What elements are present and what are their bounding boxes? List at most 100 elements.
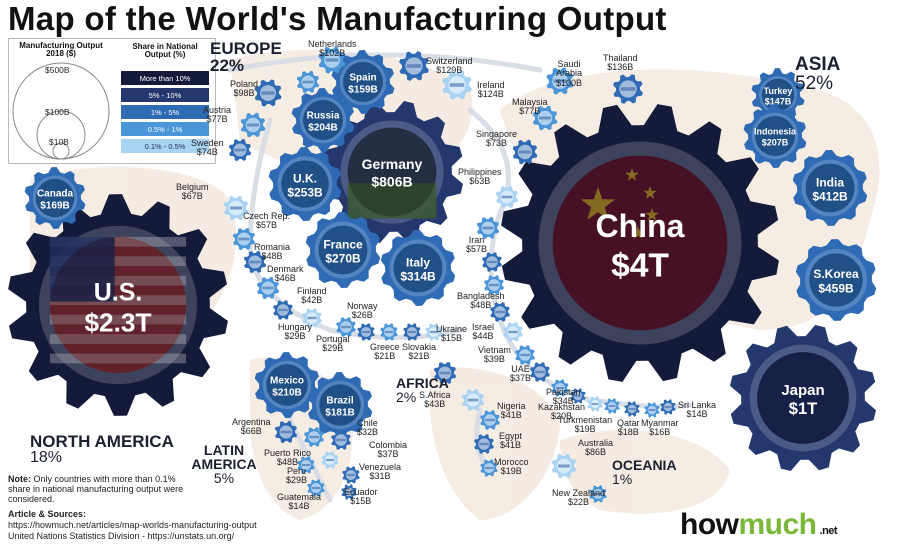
country-name: Turkmenistan <box>558 415 613 425</box>
country-name: Singapore <box>476 129 518 139</box>
country-name: Myanmar <box>641 418 679 428</box>
gear-country-name: Germany <box>362 156 423 172</box>
flag-stripe <box>49 256 187 267</box>
country-label-greece: Greece $21B <box>370 342 400 362</box>
country-value: $32B <box>357 427 379 438</box>
page-title: Map of the World's Manufacturing Output <box>8 0 667 37</box>
legend-swatch-3: 1% - 5% <box>121 105 209 119</box>
country-label-ukraine: Ukraine $15B <box>436 324 467 344</box>
region-name: OCEANIA <box>612 457 677 473</box>
country-label-ireland: Ireland $124B <box>477 80 505 100</box>
country-label-ecuador: Ecuador $15B <box>344 487 378 507</box>
country-name: Norway <box>347 301 378 311</box>
small-flag-gear <box>530 362 550 382</box>
flag-band <box>234 148 246 152</box>
country-label-switzerland: Switzerland $129B <box>426 56 473 76</box>
flag-star-icon <box>645 208 659 221</box>
flag-band <box>249 260 261 264</box>
country-name: Colombia <box>369 440 408 450</box>
flag-band <box>484 466 494 470</box>
flag-face <box>755 116 795 156</box>
flag-shade <box>809 253 863 307</box>
gear-country-name: Turkey <box>764 86 793 96</box>
flag-band <box>489 283 499 287</box>
country-label-sri-lanka: Sri Lanka $14B <box>678 400 717 420</box>
small-flag-gear <box>433 361 457 385</box>
country-label-belgium: Belgium $67B <box>176 182 209 202</box>
country-label-argentina: Argentina $66B <box>232 417 271 437</box>
country-label-colombia: Colombia $37B <box>369 440 408 460</box>
gear-country-value: $270B <box>325 252 361 266</box>
country-name: Egypt <box>499 431 523 441</box>
legend-swatch-5: 0.1% - 0.5% <box>121 139 209 153</box>
gear-country-name: Indonesia <box>754 127 797 137</box>
region-pct: 18% <box>30 449 63 466</box>
country-label-singapore: Singapore $73B <box>476 129 518 149</box>
country-label-philippines: Philippines $63B <box>458 167 502 187</box>
small-flag-gear <box>587 396 603 412</box>
source-link-1[interactable]: https://howmuch.net/articles/map-worlds-… <box>8 520 257 530</box>
flag-face <box>761 78 795 112</box>
gear-country-name: Mexico <box>270 376 304 387</box>
country-value: $74B <box>196 147 218 158</box>
flag-band <box>593 492 603 496</box>
country-label-s-africa: S.Africa $43B <box>419 390 451 410</box>
flag-band <box>311 486 321 490</box>
gear-india: India$412B <box>792 150 868 226</box>
region-north-america: NORTH AMERICA 18% <box>30 433 174 466</box>
country-name: Peru <box>287 466 307 476</box>
legend-circle-10b <box>52 142 70 160</box>
gear-country-value: $204B <box>308 123 337 134</box>
small-flag-gear <box>546 67 574 95</box>
gear-mexico: Mexico$210B <box>254 352 320 418</box>
country-name: Finland <box>297 286 327 296</box>
flag-band <box>574 395 582 397</box>
country-name: Qatar <box>617 418 640 428</box>
country-label-turkmenistan: Turkmenistan $19B <box>558 415 613 435</box>
flag-shade <box>755 116 795 156</box>
flag-band <box>341 325 351 329</box>
flag-band <box>520 353 530 357</box>
country-value: $100B <box>555 77 583 88</box>
country-name: Thailand <box>603 53 638 63</box>
gear-indonesia: Indonesia$207B <box>743 104 807 168</box>
flag-band <box>406 64 422 68</box>
howmuch-logo[interactable]: howmuch .net <box>680 508 838 542</box>
small-flag-gear <box>624 401 640 417</box>
flag-face <box>266 364 308 406</box>
small-flag-gear <box>341 484 357 500</box>
country-label-romania: Romania $48B <box>254 242 290 262</box>
gear-turkey: Turkey$147B <box>751 68 805 122</box>
country-name: Kazakhstan <box>538 402 586 412</box>
small-flag-gear <box>321 451 339 469</box>
country-value: $63B <box>469 176 491 187</box>
small-flag-gear <box>273 300 293 320</box>
country-name: Sri Lanka <box>678 400 717 410</box>
flag-band <box>501 195 513 199</box>
flag-band <box>280 430 292 434</box>
country-value: $31B <box>369 471 391 482</box>
small-flag-gear <box>515 345 535 365</box>
flag-stripe <box>49 353 187 364</box>
small-flag-gear <box>256 276 280 300</box>
flag-shade <box>805 163 855 213</box>
source-link-2[interactable]: United Nations Statistics Division - htt… <box>8 531 235 541</box>
legend-swatch-2: 5% - 10% <box>121 88 209 102</box>
small-flag-gear <box>604 398 620 414</box>
small-flag-gear <box>490 302 510 322</box>
small-flag-gear <box>399 51 429 81</box>
small-flag-gear <box>357 323 375 341</box>
flag-stripe <box>49 334 187 344</box>
gear-country-value: $147B <box>765 96 792 106</box>
flag-band <box>535 370 545 374</box>
country-name: Belgium <box>176 182 209 192</box>
country-value: $18B <box>617 427 639 438</box>
country-name: Vietnam <box>478 345 511 355</box>
region-name: NORTH AMERICA <box>30 432 174 451</box>
small-flag-gear <box>296 70 320 94</box>
country-name: UAE <box>511 364 530 374</box>
flag-band <box>309 435 319 439</box>
country-name: Hungary <box>278 322 313 332</box>
gear-russia: Russia$204B <box>291 88 355 152</box>
gear-china: China $4T <box>501 104 779 382</box>
